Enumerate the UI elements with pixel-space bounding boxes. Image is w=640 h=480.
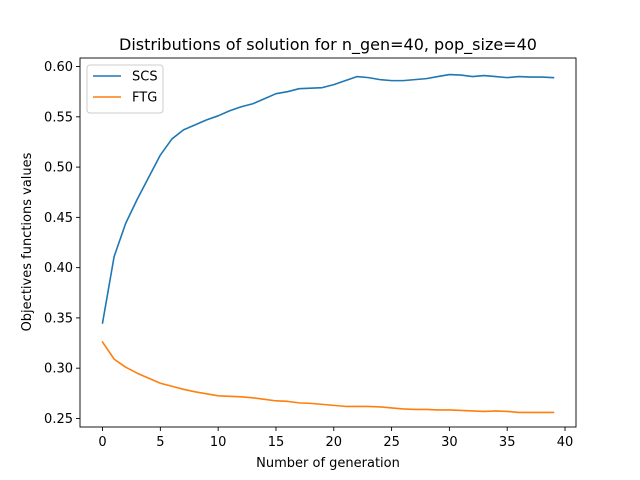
y-tick-label: 0.25 [44, 412, 73, 427]
x-tick-label: 15 [268, 435, 285, 450]
x-tick-label: 40 [557, 435, 574, 450]
axes-frame [79, 57, 577, 428]
plot-lines [101, 73, 555, 414]
legend-label-scs: SCS [132, 70, 158, 85]
legend-box [86, 64, 164, 114]
series-line-ftg [101, 340, 555, 414]
y-tick-label: 0.60 [44, 60, 73, 75]
legend: SCS FTG [86, 64, 164, 114]
y-tick-label: 0.40 [44, 261, 73, 276]
legend-label-ftg: FTG [132, 91, 157, 106]
x-tick-label: 30 [441, 435, 458, 450]
y-tick-label: 0.55 [44, 110, 73, 125]
x-axis-label: Number of generation [256, 456, 400, 471]
y-tick-label: 0.30 [44, 362, 73, 377]
x-tick-label: 35 [499, 435, 516, 450]
y-tick-label: 0.35 [44, 311, 73, 326]
x-tick-label: 25 [383, 435, 400, 450]
chart-title: Distributions of solution for n_gen=40, … [119, 35, 537, 55]
x-tick-label: 0 [98, 435, 106, 450]
axes: 0 5 10 15 20 25 30 35 40 0.25 0.30 0.35 0.40 0.45 0.50… [44, 57, 577, 450]
x-tick-label: 10 [210, 435, 227, 450]
series-line-scs [101, 73, 555, 324]
y-tick-label: 0.50 [44, 161, 73, 176]
x-tick-label: 20 [326, 435, 343, 450]
x-tick-label: 5 [156, 435, 164, 450]
y-axis-label: Objectives functions values [20, 152, 35, 331]
y-tick-label: 0.45 [44, 211, 73, 226]
